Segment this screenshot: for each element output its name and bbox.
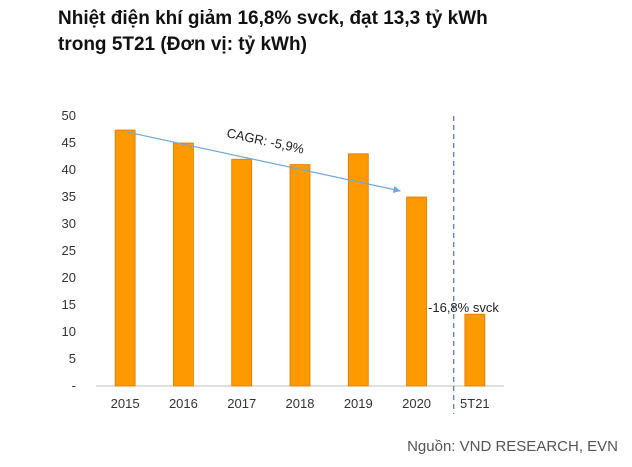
- source-note: Nguồn: VND RESEARCH, EVN: [407, 438, 618, 455]
- bar: [406, 196, 427, 387]
- y-tick-label: 40: [62, 162, 76, 177]
- x-tick-label: 2019: [344, 396, 373, 411]
- chart-title-line-2: trong 5T21 (Đơn vị: tỷ kWh): [58, 34, 307, 55]
- x-tick-label: 2016: [169, 396, 198, 411]
- y-tick-label: 10: [62, 324, 76, 339]
- bar: [464, 313, 486, 387]
- bar: [173, 142, 194, 387]
- chart-title-line-1: Nhiệt điện khí giảm 16,8% svck, đạt 13,3…: [58, 8, 488, 29]
- y-tick-label: 50: [62, 108, 76, 123]
- bar: [114, 129, 136, 387]
- chart-title: Nhiệt điện khí giảm 16,8% svck, đạt 13,3…: [58, 6, 618, 58]
- bar: [231, 158, 253, 387]
- y-tick-label: 45: [62, 135, 76, 150]
- y-tick-label: 20: [62, 270, 76, 285]
- y-tick-label: 15: [62, 297, 76, 312]
- y-tick-label: -: [72, 378, 76, 393]
- bar: [289, 164, 311, 387]
- x-tick-label: 2020: [402, 396, 431, 411]
- bar: [347, 153, 369, 387]
- x-tick-label: 2017: [227, 396, 256, 411]
- x-tick-label: 2018: [286, 396, 315, 411]
- cagr-label: CAGR: -5,9%: [225, 125, 306, 156]
- cagr-trend-arrow: [127, 131, 401, 194]
- x-tick-label: 5T21: [460, 396, 490, 411]
- x-tick-label: 2015: [111, 396, 140, 411]
- yoy-label: -16,8% svck: [428, 300, 499, 315]
- y-tick-label: 30: [62, 216, 76, 231]
- y-tick-label: 35: [62, 189, 76, 204]
- y-tick-label: 25: [62, 243, 76, 258]
- y-tick-label: 5: [69, 351, 76, 366]
